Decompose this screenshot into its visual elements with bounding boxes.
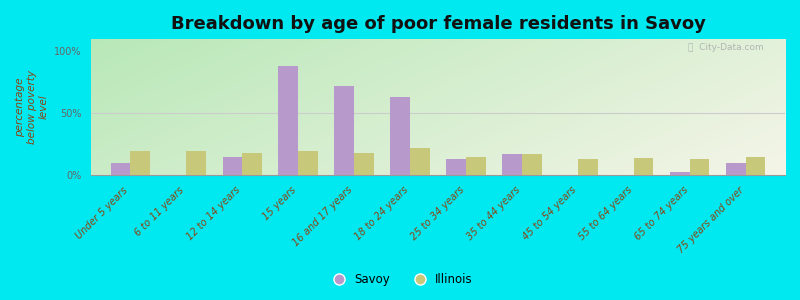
Bar [446,159,466,176]
Bar [242,153,262,176]
Bar [578,159,598,176]
Bar [354,153,374,176]
Bar [298,151,318,175]
Bar [670,172,690,176]
Bar [334,86,354,176]
Bar [502,154,522,176]
Bar [278,66,298,176]
Bar [466,157,486,175]
Bar [110,163,130,175]
Title: Breakdown by age of poor female residents in Savoy: Breakdown by age of poor female resident… [170,15,706,33]
Legend: Savoy, Illinois: Savoy, Illinois [322,269,478,291]
Bar [130,151,150,175]
Text: ⓘ  City-Data.com: ⓘ City-Data.com [689,43,764,52]
Bar [410,148,430,176]
Bar [690,159,710,176]
Bar [726,163,746,175]
Bar [222,157,242,175]
Bar [186,151,206,175]
Bar [634,158,654,175]
Y-axis label: percentage
below poverty
level: percentage below poverty level [15,70,48,144]
Bar [390,97,410,176]
Bar [522,154,542,176]
Bar [746,157,766,175]
